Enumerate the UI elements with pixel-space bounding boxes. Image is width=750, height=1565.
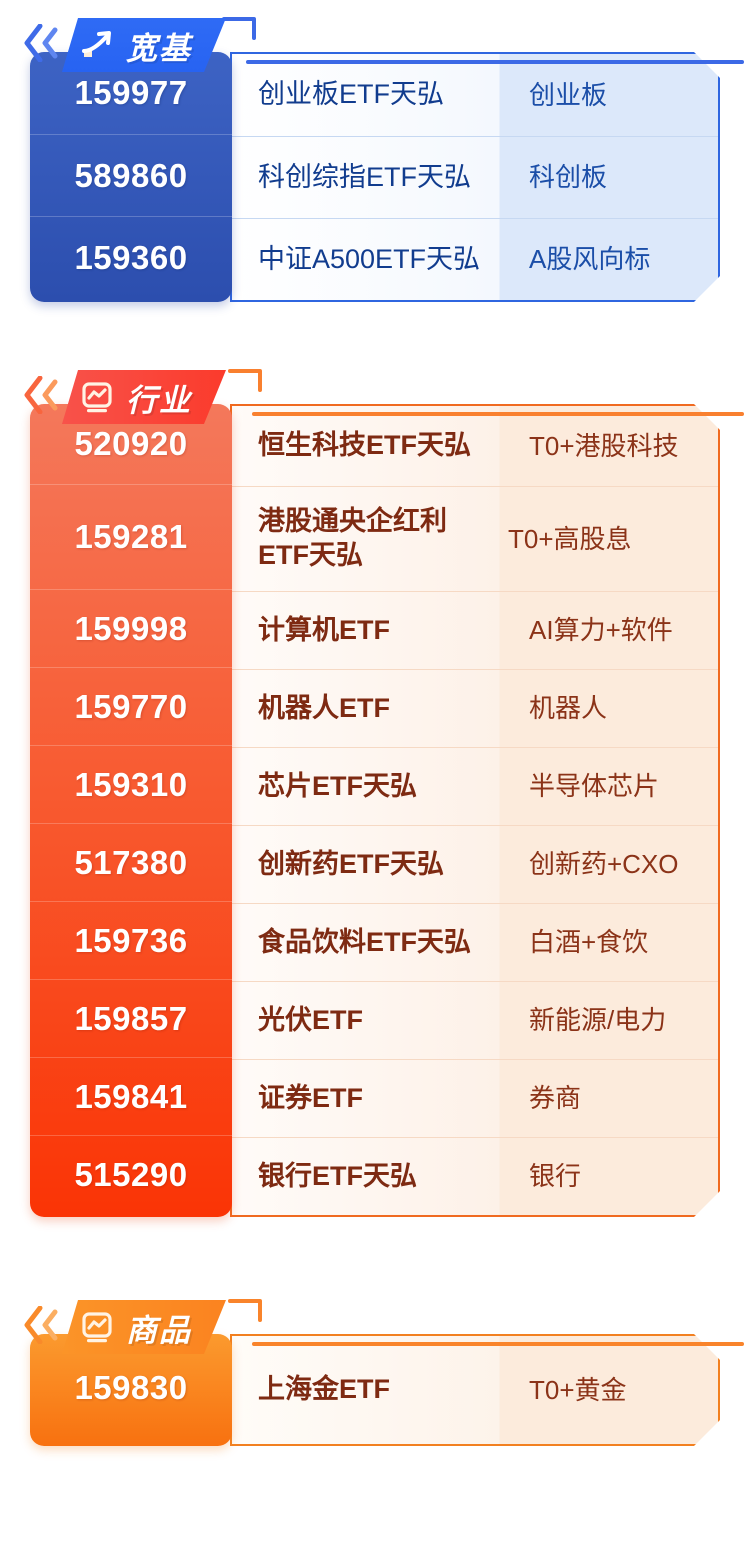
badge-header-commodity: 商品 — [24, 1294, 750, 1356]
fund-theme: 机器人 — [529, 693, 608, 724]
detail-columns: 上海金ETF T0+黄金 — [230, 1334, 720, 1446]
code-cell[interactable]: 159998 — [30, 589, 232, 667]
code-cell[interactable]: 589860 — [30, 134, 232, 216]
fund-theme: 半导体芯片 — [529, 771, 660, 802]
badge-commodity[interactable]: 商品 — [62, 1300, 226, 1354]
fund-name: 食品饮料ETF天弘 — [258, 926, 471, 957]
double-chevron-left-icon — [24, 1306, 58, 1344]
corner-bracket-icon — [226, 366, 268, 392]
code-cell[interactable]: 517380 — [30, 823, 232, 901]
table-row[interactable]: 中证A500ETF天弘 A股风向标 — [232, 218, 718, 300]
table-row[interactable]: 芯片ETF天弘 半导体芯片 — [232, 747, 718, 825]
badge-label: 商品 — [126, 1312, 192, 1348]
table-row[interactable]: 创新药ETF天弘 创新药+CXO — [232, 825, 718, 903]
table-row[interactable]: 机器人ETF 机器人 — [232, 669, 718, 747]
detail-columns: 恒生科技ETF天弘 T0+港股科技 港股通央企红利ETF天弘 T0+高股息 计算… — [230, 404, 720, 1217]
table-broad-base: 159977 589860 159360 创业板ETF天弘 创业板 科创综指ET… — [30, 52, 720, 302]
fund-theme: 科创板 — [529, 162, 608, 193]
fund-theme: T0+高股息 — [508, 523, 632, 554]
table-row[interactable]: 食品饮料ETF天弘 白酒+食饮 — [232, 903, 718, 981]
table-row[interactable]: 创业板ETF天弘 创业板 — [232, 54, 718, 136]
fund-name: 创新药ETF天弘 — [258, 848, 444, 879]
line-chart-square-icon — [80, 381, 114, 413]
code-cell[interactable]: 159977 — [74, 74, 188, 111]
double-chevron-left-icon — [24, 376, 58, 414]
table-row[interactable]: 计算机ETF AI算力+软件 — [232, 591, 718, 669]
fund-theme: 银行 — [529, 1161, 582, 1192]
fund-theme: 券商 — [529, 1083, 582, 1114]
table-row[interactable]: 证券ETF 券商 — [232, 1059, 718, 1137]
fund-name: 港股通央企红利ETF天弘 — [258, 506, 447, 570]
double-chevron-left-icon — [24, 24, 58, 62]
fund-name: 芯片ETF天弘 — [258, 770, 417, 801]
fund-theme: 创新药+CXO — [529, 849, 679, 880]
code-cell[interactable]: 159736 — [30, 901, 232, 979]
code-cell[interactable]: 159857 — [30, 979, 232, 1057]
badge-label: 行业 — [126, 382, 192, 418]
fund-name: 证券ETF — [258, 1082, 363, 1113]
detail-columns: 创业板ETF天弘 创业板 科创综指ETF天弘 科创板 中证A500ETF天弘 A… — [230, 52, 720, 302]
table-row[interactable]: 银行ETF天弘 银行 — [232, 1137, 718, 1215]
fund-name: 计算机ETF — [258, 614, 390, 645]
corner-bracket-icon — [220, 14, 262, 40]
section-commodity: 商品 159830 上海金ETF T0+黄金 — [0, 1294, 750, 1446]
badge-label: 宽基 — [126, 30, 192, 66]
growth-arrow-chart-icon — [80, 29, 114, 61]
fund-theme: 白酒+食饮 — [529, 927, 649, 958]
badge-broad-base[interactable]: 宽基 — [62, 18, 226, 72]
fund-theme: A股风向标 — [529, 244, 651, 275]
header-rule — [246, 60, 744, 64]
table-row[interactable]: 光伏ETF 新能源/电力 — [232, 981, 718, 1059]
badge-header-broad-base: 宽基 — [24, 12, 750, 74]
fund-name: 机器人ETF — [258, 692, 390, 723]
code-cell[interactable]: 159841 — [30, 1057, 232, 1135]
fund-name: 中证A500ETF天弘 — [258, 243, 481, 274]
corner-bracket-icon — [226, 1296, 268, 1322]
fund-theme: T0+港股科技 — [529, 430, 679, 461]
table-row[interactable]: 上海金ETF T0+黄金 — [232, 1336, 718, 1444]
table-row[interactable]: 港股通央企红利ETF天弘 T0+高股息 — [232, 486, 718, 591]
code-cell[interactable]: 159360 — [30, 216, 232, 298]
fund-name: 科创综指ETF天弘 — [258, 161, 471, 192]
fund-name: 创业板ETF天弘 — [258, 79, 444, 110]
section-industry: 行业 520920 159281 159998 159770 159310 51… — [0, 364, 750, 1217]
code-cell[interactable]: 159830 — [74, 1369, 188, 1406]
table-row[interactable]: 科创综指ETF天弘 科创板 — [232, 136, 718, 218]
fund-name: 银行ETF天弘 — [258, 1160, 417, 1191]
code-cell[interactable]: 159310 — [30, 745, 232, 823]
fund-theme: 新能源/电力 — [529, 1005, 667, 1036]
code-cell[interactable]: 520920 — [74, 425, 188, 462]
table-row[interactable]: 恒生科技ETF天弘 T0+港股科技 — [232, 406, 718, 486]
header-rule — [252, 412, 744, 416]
fund-name: 恒生科技ETF天弘 — [258, 430, 471, 461]
fund-name: 光伏ETF — [258, 1004, 363, 1035]
header-rule — [252, 1342, 744, 1346]
badge-industry[interactable]: 行业 — [62, 370, 226, 424]
section-broad-base: 宽基 159977 589860 159360 创业板ETF天弘 创业板 — [0, 12, 750, 302]
line-chart-square-icon — [80, 1311, 114, 1343]
code-cell[interactable]: 159770 — [30, 667, 232, 745]
badge-header-industry: 行业 — [24, 364, 750, 426]
table-industry: 520920 159281 159998 159770 159310 51738… — [30, 404, 720, 1217]
code-column: 520920 159281 159998 159770 159310 51738… — [30, 404, 232, 1217]
code-column: 159977 589860 159360 — [30, 52, 232, 302]
fund-name: 上海金ETF — [258, 1374, 390, 1405]
fund-theme: T0+黄金 — [529, 1374, 627, 1405]
fund-theme: 创业板 — [529, 79, 608, 110]
code-cell[interactable]: 159281 — [30, 484, 232, 589]
code-cell[interactable]: 515290 — [30, 1135, 232, 1213]
fund-theme: AI算力+软件 — [529, 615, 673, 646]
